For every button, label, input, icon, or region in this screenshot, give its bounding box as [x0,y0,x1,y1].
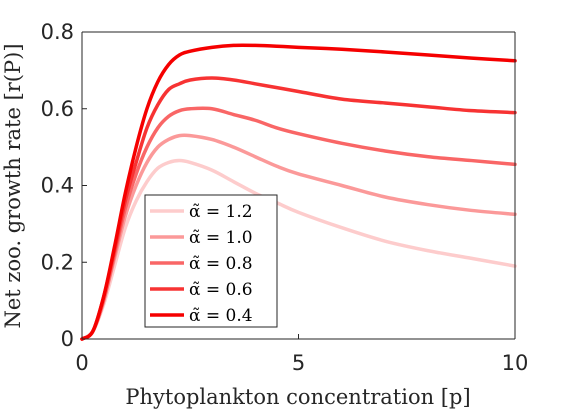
y-tick-label: 0.8 [41,20,74,44]
legend: α̃ = 1.2 α̃ = 1.0 α̃ = 0.8 α̃ = 0.6 α̃ = 0.4 [144,194,278,328]
x-tick-label: 0 [75,351,88,375]
x-tick-label: 10 [502,351,529,375]
y-tick-label: 0.2 [41,250,74,274]
legend-label-0: α̃ = 1.2 [189,202,253,222]
series-line-0 [80,158,517,341]
x-axis-label: Phytoplankton concentration [p] [125,385,470,409]
legend-label-1: α̃ = 1.0 [189,228,253,248]
axis-ticks: 0 5 10 0 0.2 0.4 0.6 0.8 [41,20,529,375]
y-tick-label: 0.6 [41,97,74,121]
legend-box [144,194,278,328]
legend-label-4: α̃ = 0.4 [189,306,253,326]
series-line-4 [80,43,517,341]
x-tick-label: 5 [292,351,305,375]
y-axis-label: Net zoo. growth rate [r(P)] [1,43,25,328]
y-tick-label: 0.4 [41,174,74,198]
legend-label-2: α̃ = 0.8 [189,254,253,274]
legend-label-3: α̃ = 0.6 [189,280,253,300]
series-lines [80,43,517,341]
y-tick-label: 0 [61,327,74,351]
